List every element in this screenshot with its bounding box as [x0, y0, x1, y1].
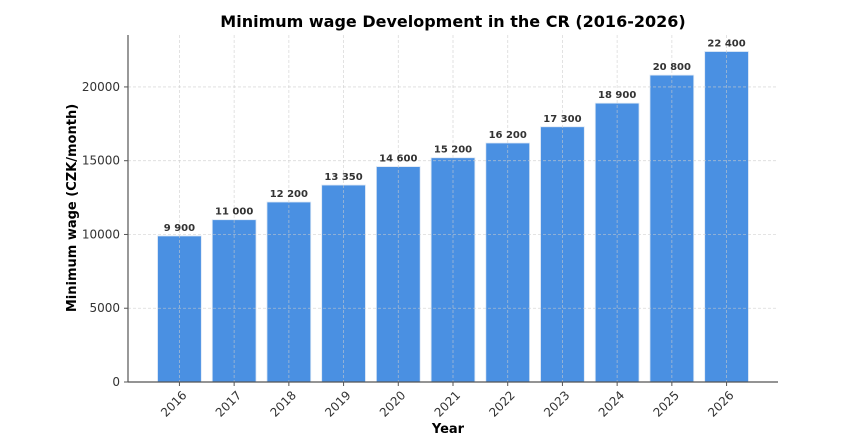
y-tick-label: 15000	[82, 154, 120, 168]
data-label-2017: 11 000	[215, 207, 253, 218]
data-label-2018: 12 200	[270, 189, 308, 200]
y-axis-ticks: 0 5000 10000 15000 20000	[82, 80, 128, 389]
data-label-2023: 17 300	[543, 114, 581, 125]
x-tick-label: 2022	[486, 388, 517, 419]
y-tick-label: 10000	[82, 227, 120, 241]
y-tick-label: 5000	[89, 301, 120, 315]
x-tick-label: 2021	[432, 388, 463, 419]
x-axis-label: Year	[431, 422, 465, 437]
x-axis-ticks: 2016 2017 2018 2019 2020 2021 2022 2023 2024 2025…	[158, 382, 737, 420]
data-label-2021: 15 200	[434, 145, 472, 156]
data-label-2025: 20 800	[653, 62, 691, 73]
bar-2023	[540, 126, 585, 383]
chart-title: Minimum wage Development in the CR (2016…	[220, 12, 685, 31]
data-label-2019: 13 350	[324, 172, 362, 183]
x-tick-label: 2017	[213, 388, 244, 419]
data-label-2016: 9 900	[164, 223, 195, 234]
x-tick-label: 2024	[596, 388, 627, 419]
x-tick-label: 2023	[541, 388, 572, 419]
data-label-2022: 16 200	[489, 130, 527, 141]
y-tick-label: 20000	[82, 80, 120, 94]
x-tick-label: 2026	[705, 388, 736, 419]
x-tick-label: 2020	[377, 388, 408, 419]
x-tick-label: 2018	[267, 388, 298, 419]
data-label-2024: 18 900	[598, 90, 636, 101]
x-tick-label: 2016	[158, 388, 189, 419]
bar-2020	[376, 166, 421, 383]
data-label-2026: 22 400	[707, 39, 745, 50]
y-axis-label: Minimum wage (CZK/month)	[65, 104, 80, 312]
grid	[128, 35, 778, 382]
x-tick-label: 2019	[322, 388, 353, 419]
x-tick-label: 2025	[650, 388, 681, 419]
data-label-2020: 14 600	[379, 154, 417, 165]
data-labels: 9 900 11 000 12 200 13 350 14 600 15 200 16 20…	[164, 39, 746, 234]
y-tick-label: 0	[112, 375, 120, 389]
